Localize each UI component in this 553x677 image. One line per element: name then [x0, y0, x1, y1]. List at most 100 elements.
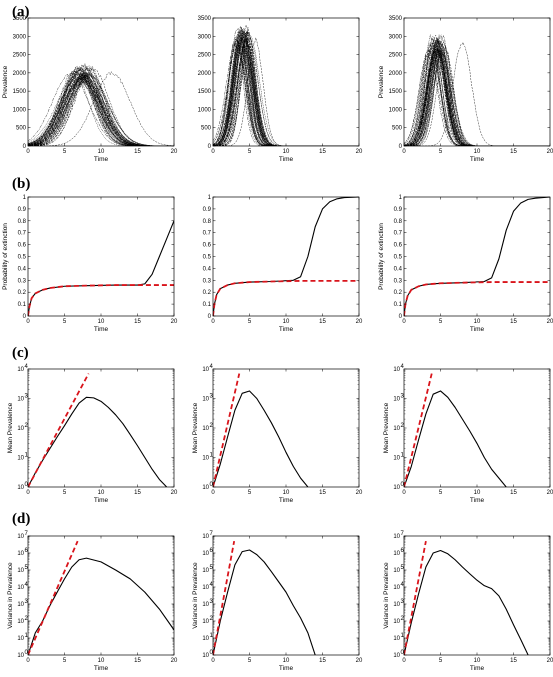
y-tick-exponent: 3 — [25, 599, 29, 605]
realization-line — [404, 37, 550, 146]
realization-line — [404, 42, 550, 146]
x-tick-label: 5 — [63, 658, 67, 664]
prediction-line — [404, 281, 550, 316]
y-tick-label: 1 — [208, 195, 212, 201]
y-tick-exponent: 1 — [401, 633, 405, 639]
x-tick-label: 5 — [439, 149, 443, 155]
x-axis-label: Time — [279, 665, 294, 672]
realization-line — [28, 65, 174, 146]
y-axis-label: Mean Prevalence — [7, 402, 14, 453]
x-tick-label: 10 — [98, 149, 105, 155]
y-tick-label: 1500 — [198, 89, 212, 95]
y-tick-label: 2000 — [13, 71, 27, 77]
y-tick-label: 0.7 — [394, 231, 403, 237]
chart-a-1: 0 5 10 15 20 0 500 1000 1500 2000 2500 3000 3500 Time… — [2, 16, 178, 163]
x-tick-label: 5 — [63, 490, 67, 496]
x-tick-label: 20 — [547, 319, 553, 325]
y-axis-label: Mean Prevalence — [192, 402, 199, 453]
x-tick-label: 5 — [439, 658, 443, 664]
prediction-line — [28, 284, 174, 316]
realization-line — [28, 69, 174, 146]
y-tick-label: 3000 — [13, 34, 27, 40]
y-tick-label: 0.1 — [18, 302, 27, 308]
y-tick-label: 10 — [202, 619, 209, 625]
y-tick-exponent: 0 — [25, 650, 29, 656]
y-axis-label: Prevalence — [2, 65, 9, 98]
x-tick-label: 10 — [283, 149, 290, 155]
y-tick-label: 0.1 — [203, 302, 212, 308]
y-tick-label: 10 — [202, 568, 209, 574]
y-tick-label: 10 — [202, 551, 209, 557]
realization-line — [404, 37, 550, 146]
y-tick-label: 0.7 — [203, 231, 212, 237]
realization-line — [213, 31, 359, 146]
y-axis-label: Probability of extinction — [2, 223, 9, 290]
realization-line — [28, 72, 174, 146]
x-tick-label: 10 — [283, 658, 290, 664]
x-tick-label: 15 — [510, 658, 517, 664]
x-tick-label: 15 — [510, 490, 517, 496]
x-tick-label: 20 — [356, 319, 363, 325]
y-tick-exponent: 3 — [210, 394, 214, 400]
y-tick-label: 2000 — [198, 71, 212, 77]
y-tick-label: 10 — [17, 636, 24, 642]
y-tick-label: 10 — [202, 367, 209, 373]
panel-label-d: (d) — [12, 511, 30, 527]
y-tick-label: 10 — [17, 653, 24, 659]
y-tick-exponent: 5 — [25, 565, 29, 571]
axes-frame — [403, 368, 551, 488]
y-tick-exponent: 2 — [210, 423, 214, 429]
x-axis-label: Time — [279, 156, 294, 163]
y-tick-label: 0.2 — [203, 290, 212, 296]
y-axis-label: Variance in Prevalence — [383, 562, 390, 629]
y-tick-label: 0.6 — [394, 243, 403, 249]
realization-line — [213, 31, 359, 146]
y-tick-exponent: 1 — [25, 453, 29, 459]
realization-line — [404, 39, 550, 146]
y-tick-label: 10 — [17, 602, 24, 608]
x-tick-label: 10 — [98, 658, 105, 664]
y-tick-exponent: 6 — [210, 548, 214, 554]
y-tick-label: 10 — [17, 397, 24, 403]
plot-data — [404, 373, 507, 487]
y-tick-exponent: 7 — [401, 531, 405, 537]
y-tick-exponent: 2 — [25, 616, 29, 622]
x-tick-label: 15 — [134, 658, 141, 664]
realization-line — [28, 73, 174, 146]
x-tick-label: 0 — [211, 319, 215, 325]
y-tick-label: 1000 — [13, 107, 27, 113]
y-tick-exponent: 1 — [210, 453, 214, 459]
prediction-line — [28, 373, 90, 487]
y-axis-label: Variance in Prevalence — [7, 562, 14, 629]
y-tick-label: 2500 — [198, 53, 212, 59]
y-tick-label: 2500 — [13, 53, 27, 59]
y-tick-exponent: 5 — [401, 565, 405, 571]
x-axis-label: Time — [470, 326, 485, 333]
y-tick-exponent: 4 — [25, 364, 29, 370]
x-tick-label: 0 — [211, 149, 215, 155]
y-tick-label: 0.4 — [394, 266, 403, 272]
y-tick-label: 10 — [393, 426, 400, 432]
x-tick-label: 20 — [171, 319, 178, 325]
realization-line — [213, 41, 359, 146]
y-tick-label: 10 — [17, 568, 24, 574]
y-tick-label: 3000 — [389, 34, 403, 40]
y-tick-exponent: 2 — [210, 616, 214, 622]
plot-data — [404, 540, 529, 655]
y-tick-label: 10 — [202, 636, 209, 642]
x-tick-label: 5 — [439, 490, 443, 496]
realization-line — [404, 38, 550, 146]
y-tick-exponent: 4 — [401, 582, 405, 588]
chart-a-3: 0 5 10 15 20 0 500 1000 1500 2000 2500 3000 3500 Time… — [378, 16, 553, 163]
x-tick-label: 10 — [474, 149, 481, 155]
realization-line — [213, 37, 359, 146]
x-tick-label: 15 — [134, 319, 141, 325]
y-tick-label: 0.9 — [203, 207, 212, 213]
axes-frame — [27, 535, 175, 656]
y-tick-label: 10 — [17, 485, 24, 491]
y-tick-label: 10 — [393, 602, 400, 608]
y-tick-exponent: 0 — [210, 482, 214, 488]
